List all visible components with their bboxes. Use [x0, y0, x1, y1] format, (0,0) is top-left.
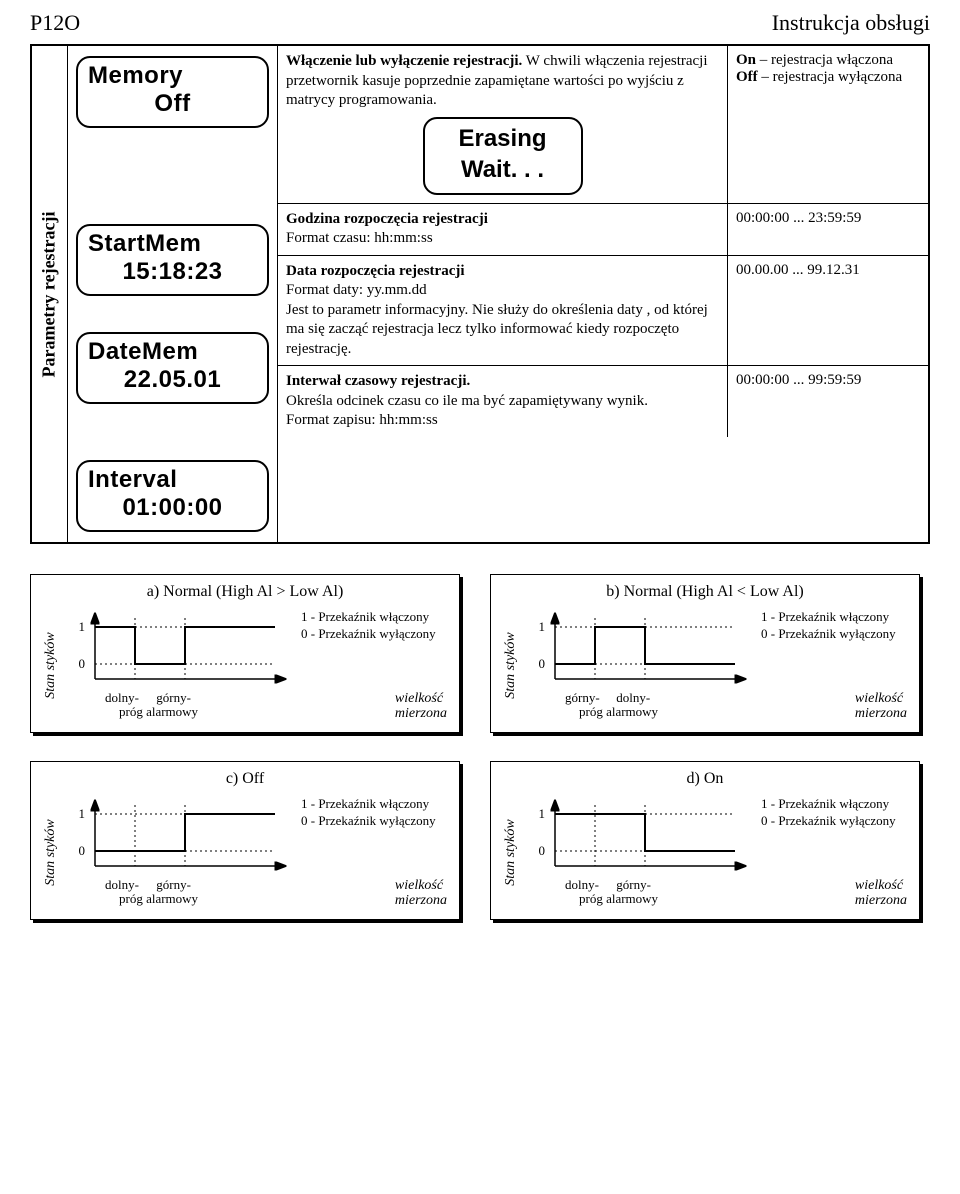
value-cell: 00:00:00 ... 99:59:59 — [728, 366, 928, 437]
displays-column: Memory Off StartMem 15:18:23 DateMem 22.… — [68, 46, 278, 542]
y-axis-label: Stan styków — [503, 796, 519, 909]
lcd-memory: Memory Off — [76, 56, 269, 128]
x-axis-label: wielkośćmierzona — [855, 878, 907, 909]
lcd-startmem: StartMem 15:18:23 — [76, 224, 269, 296]
lcd-line: 15:18:23 — [88, 258, 257, 286]
page-header: P12O Instrukcja obsługi — [30, 10, 930, 36]
svg-text:1: 1 — [539, 806, 546, 821]
lcd-erasing: Erasing Wait. . . — [423, 117, 583, 195]
x-axis-label: wielkośćmierzona — [395, 878, 447, 909]
lcd-datemem: DateMem 22.05.01 — [76, 332, 269, 404]
parameters-table: Parametry rejestracji Memory Off StartMe… — [30, 44, 930, 544]
rows-column: Włączenie lub wyłączenie rejestracji. W … — [278, 46, 928, 542]
legend-off: 0 - Przekaźnik wyłączony — [301, 813, 436, 830]
diagram-plot: 1 0 — [65, 796, 295, 876]
desc-lead: Godzina rozpoczęcia rejestracji — [286, 211, 488, 227]
diagram-plot: 1 0 — [525, 609, 755, 689]
svg-text:1: 1 — [79, 806, 86, 821]
desc-lead: Włączenie lub wyłączenie rejestracji. — [286, 53, 522, 69]
threshold-labels: dolny- górny- próg alarmowy — [105, 878, 198, 909]
threshold-labels: dolny- górny- próg alarmowy — [105, 691, 198, 722]
svg-text:0: 0 — [539, 656, 546, 671]
value-cell: 00:00:00 ... 23:59:59 — [728, 204, 928, 255]
diagrams-section: a) Normal (High Al > Low Al) Stan styków… — [30, 574, 930, 920]
y-axis-label: Stan styków — [503, 609, 519, 722]
y-axis-label: Stan styków — [43, 609, 59, 722]
svg-text:0: 0 — [79, 656, 86, 671]
lcd-interval: Interval 01:00:00 — [76, 460, 269, 532]
lcd-line: Off — [88, 90, 257, 118]
sidebar-label: Parametry rejestracji — [39, 211, 60, 377]
lcd-line: StartMem — [88, 230, 257, 258]
desc-cell: Interwał czasowy rejestracji. Określa od… — [278, 366, 728, 437]
legend-on: 1 - Przekaźnik włączony — [301, 796, 436, 813]
lcd-line: 22.05.01 — [88, 366, 257, 394]
param-row: Interwał czasowy rejestracji. Określa od… — [278, 366, 928, 437]
diag-c: c) Off Stan styków 1 0 1 - Przekaźnik wł… — [30, 761, 460, 920]
legend-on: 1 - Przekaźnik włączony — [301, 609, 436, 626]
desc-cell: Godzina rozpoczęcia rejestracji Format c… — [278, 204, 728, 255]
diagram-plot: 1 0 — [525, 796, 755, 876]
legend-off: 0 - Przekaźnik wyłączony — [761, 813, 896, 830]
lcd-line: 01:00:00 — [88, 494, 257, 522]
threshold-labels: dolny- górny- próg alarmowy — [565, 878, 658, 909]
legend: 1 - Przekaźnik włączony 0 - Przekaźnik w… — [301, 609, 436, 643]
diag-row: c) Off Stan styków 1 0 1 - Przekaźnik wł… — [30, 761, 930, 920]
svg-text:0: 0 — [79, 843, 86, 858]
lcd-line: Interval — [88, 466, 257, 494]
desc-rest: Określa odcinek czasu co ile ma być zapa… — [286, 393, 648, 429]
legend: 1 - Przekaźnik włączony 0 - Przekaźnik w… — [761, 609, 896, 643]
param-row: Włączenie lub wyłączenie rejestracji. W … — [278, 46, 928, 204]
diag-title: d) On — [503, 770, 907, 788]
legend-on: 1 - Przekaźnik włączony — [761, 796, 896, 813]
diag-title: a) Normal (High Al > Low Al) — [43, 583, 447, 601]
legend-off: 0 - Przekaźnik wyłączony — [301, 626, 436, 643]
desc-cell: Data rozpoczęcia rejestracji Format daty… — [278, 256, 728, 366]
diagram-plot: 1 0 — [65, 609, 295, 689]
desc-lead: Interwał czasowy rejestracji. — [286, 373, 470, 389]
x-axis-label: wielkośćmierzona — [395, 691, 447, 722]
header-right: Instrukcja obsługi — [772, 10, 930, 36]
legend: 1 - Przekaźnik włączony 0 - Przekaźnik w… — [761, 796, 896, 830]
value-cell: 00.00.00 ... 99.12.31 — [728, 256, 928, 366]
diag-title: b) Normal (High Al < Low Al) — [503, 583, 907, 601]
param-row: Data rozpoczęcia rejestracji Format daty… — [278, 256, 928, 367]
diag-row: a) Normal (High Al > Low Al) Stan styków… — [30, 574, 930, 733]
desc-cell: Włączenie lub wyłączenie rejestracji. W … — [278, 46, 728, 203]
lcd-line: Wait. . . — [435, 154, 571, 185]
svg-text:1: 1 — [539, 619, 546, 634]
lcd-line: Erasing — [435, 123, 571, 154]
lcd-line: DateMem — [88, 338, 257, 366]
sidebar-label-cell: Parametry rejestracji — [32, 46, 68, 542]
desc-rest: Format czasu: hh:mm:ss — [286, 230, 433, 246]
diag-title: c) Off — [43, 770, 447, 788]
threshold-labels: górny- dolny- próg alarmowy — [565, 691, 658, 722]
y-axis-label: Stan styków — [43, 796, 59, 909]
desc-lead: Data rozpoczęcia rejestracji — [286, 263, 465, 279]
diag-b: b) Normal (High Al < Low Al) Stan styków… — [490, 574, 920, 733]
legend: 1 - Przekaźnik włączony 0 - Przekaźnik w… — [301, 796, 436, 830]
header-left: P12O — [30, 10, 80, 36]
legend-on: 1 - Przekaźnik włączony — [761, 609, 896, 626]
diag-d: d) On Stan styków 1 0 1 - Przekaźnik włą… — [490, 761, 920, 920]
svg-text:1: 1 — [79, 619, 86, 634]
legend-off: 0 - Przekaźnik wyłączony — [761, 626, 896, 643]
desc-rest: Format daty: yy.mm.dd Jest to parametr i… — [286, 282, 708, 357]
param-row: Godzina rozpoczęcia rejestracji Format c… — [278, 204, 928, 256]
diag-a: a) Normal (High Al > Low Al) Stan styków… — [30, 574, 460, 733]
x-axis-label: wielkośćmierzona — [855, 691, 907, 722]
svg-text:0: 0 — [539, 843, 546, 858]
lcd-line: Memory — [88, 62, 257, 90]
value-cell: On – rejestracja włączona Off – rejestra… — [728, 46, 928, 203]
